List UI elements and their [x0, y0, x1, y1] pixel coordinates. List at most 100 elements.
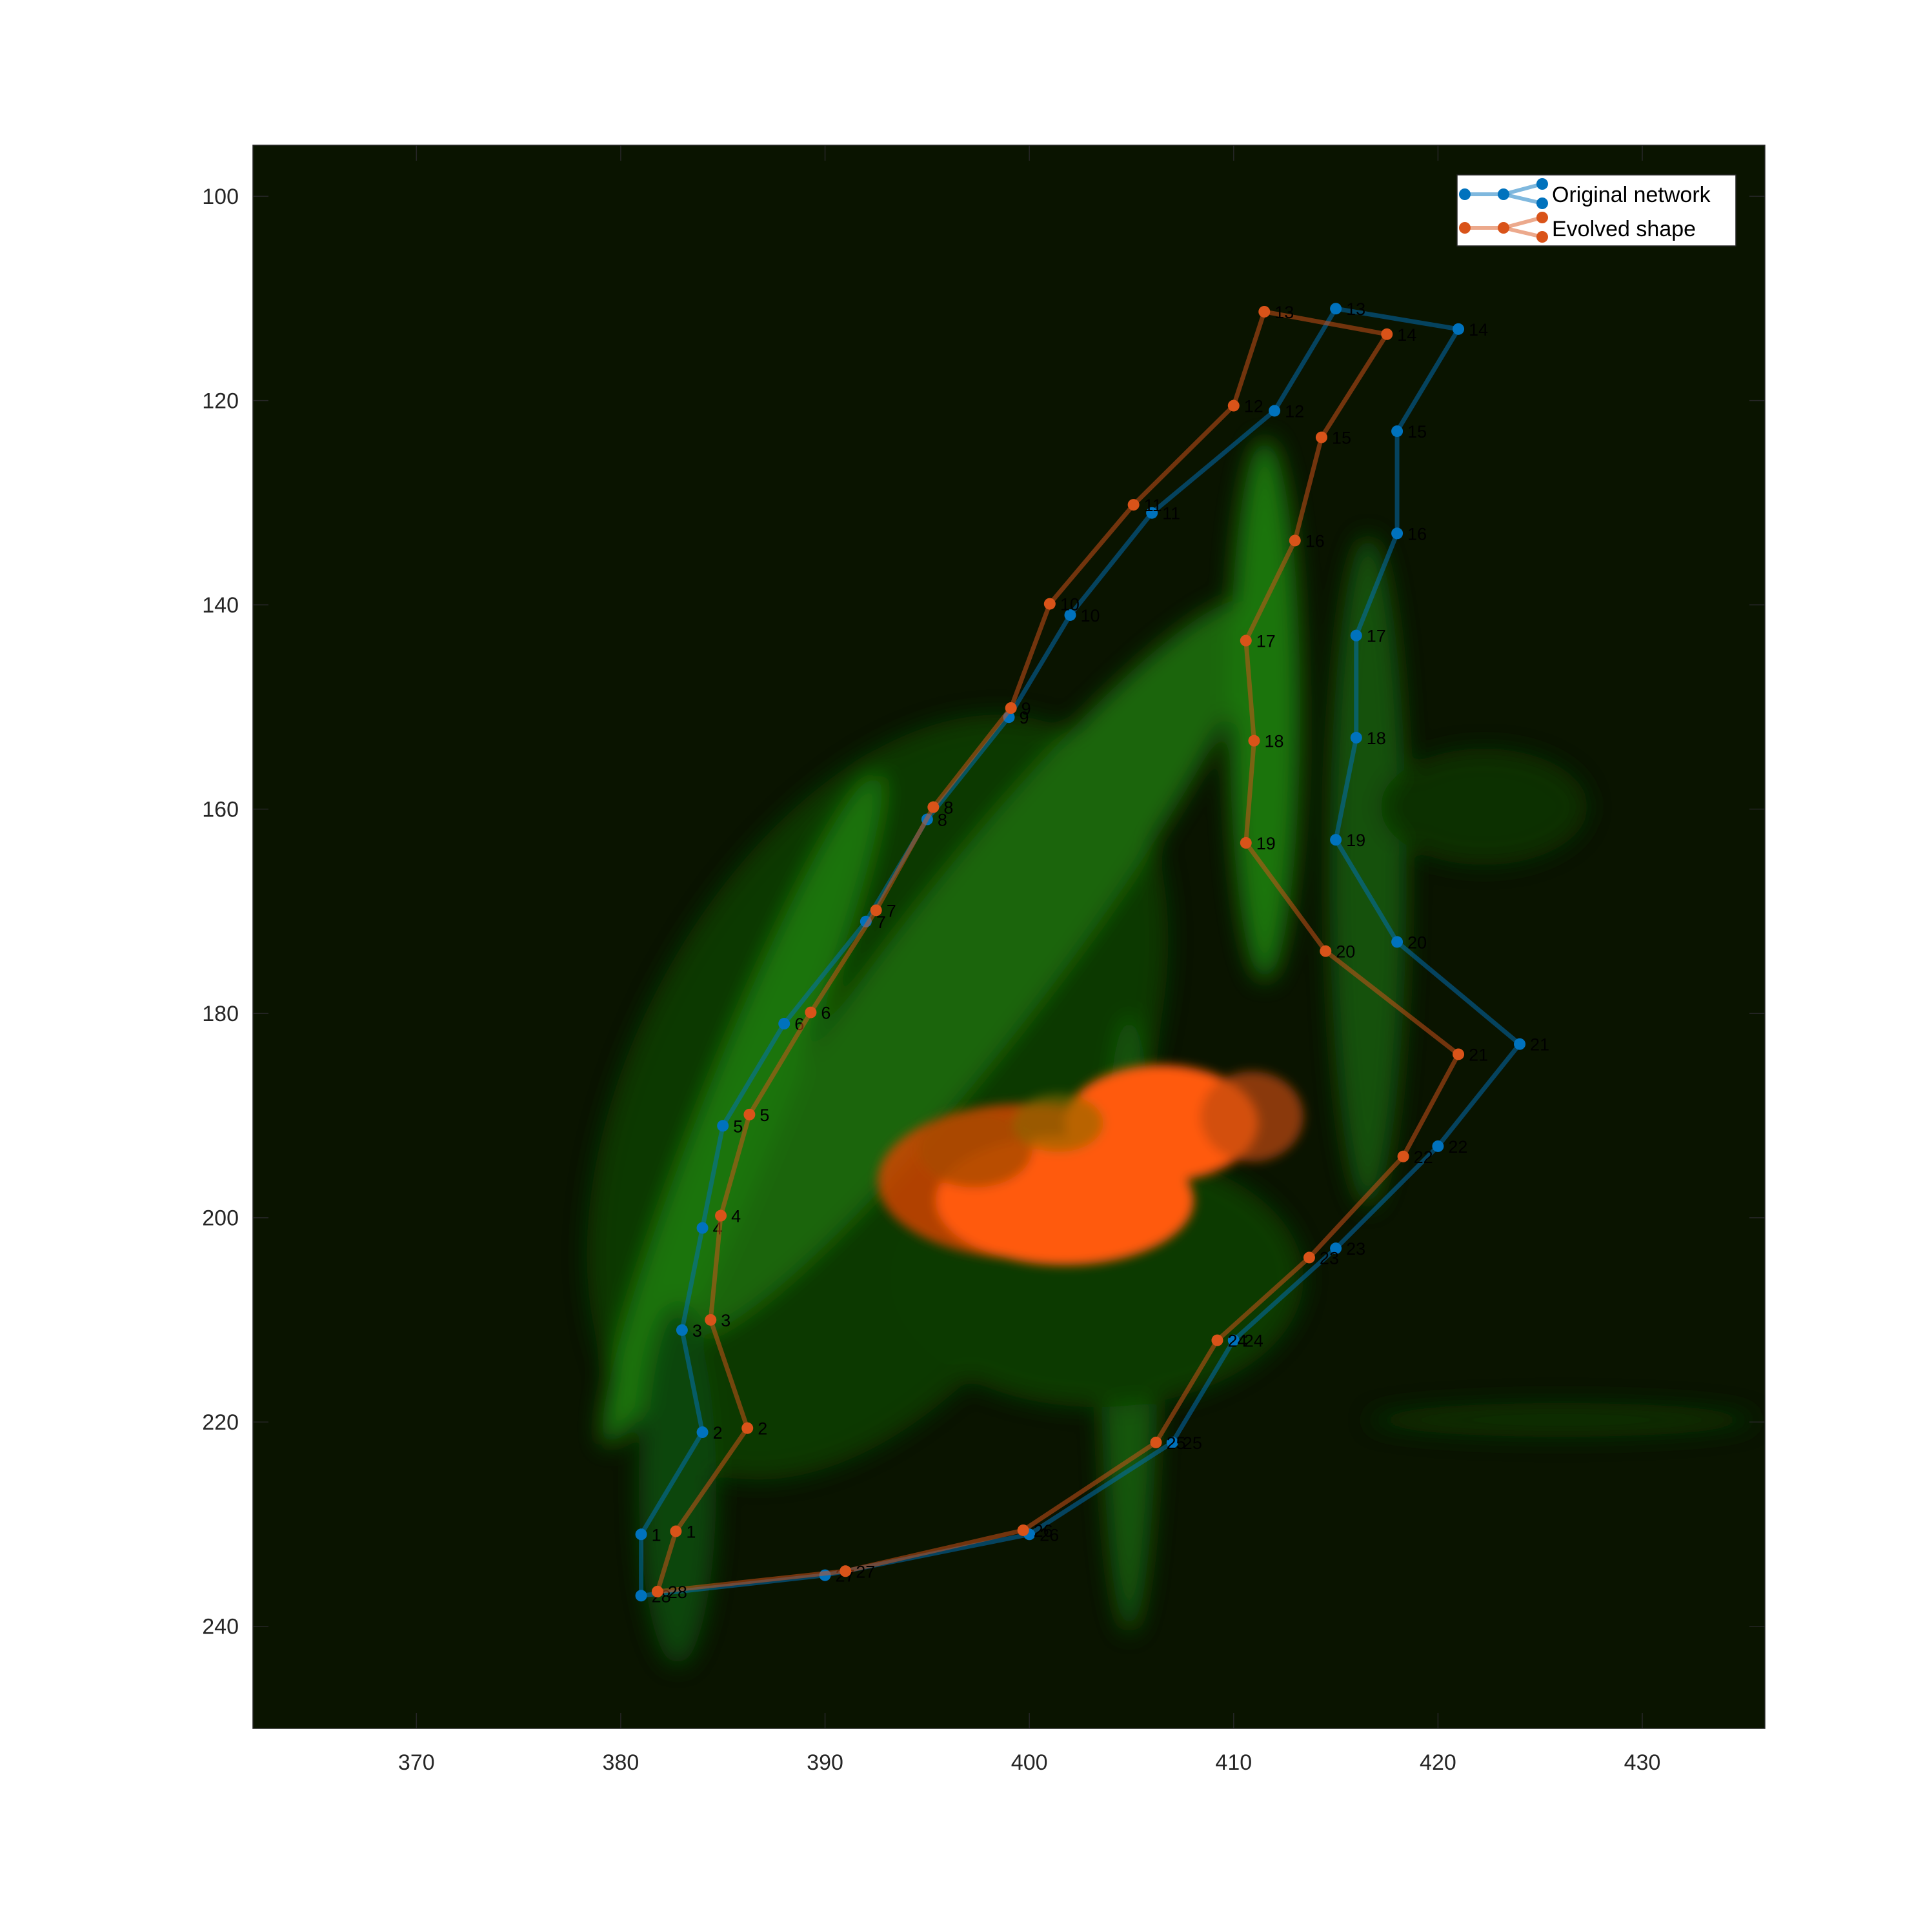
x-axis: 370 380 390 400 410 420 430 [398, 145, 1660, 1775]
point-label: 21 [1530, 1035, 1549, 1055]
legend-marker [1459, 222, 1471, 234]
data-point [1514, 1038, 1526, 1050]
point-label: 1 [652, 1525, 661, 1544]
data-point [705, 1313, 717, 1326]
data-point [1043, 598, 1056, 610]
legend-entry-evolved: Evolved shape [1459, 212, 1696, 243]
data-point [1269, 405, 1281, 417]
point-label: 12 [1285, 401, 1304, 421]
data-point [1350, 629, 1362, 642]
x-tick-label: 430 [1624, 1750, 1661, 1775]
point-label: 15 [1407, 422, 1427, 441]
data-point [1289, 534, 1301, 547]
data-point [1258, 305, 1271, 318]
data-point [1391, 425, 1404, 438]
data-point [927, 801, 940, 813]
data-point [1330, 834, 1342, 846]
data-point [1240, 634, 1252, 647]
legend-line [1503, 226, 1543, 239]
point-label: 9 [1021, 699, 1031, 718]
y-tick-label: 180 [202, 1002, 239, 1026]
point-label: 13 [1274, 303, 1294, 322]
series-1: 1234567891011121314151617181920212223242… [651, 303, 1488, 1602]
point-label: 19 [1256, 834, 1276, 853]
point-label: 5 [733, 1117, 743, 1136]
point-label: 23 [1346, 1239, 1365, 1259]
legend-marker [1536, 212, 1548, 223]
data-point [1453, 323, 1465, 335]
point-label: 20 [1407, 933, 1427, 952]
data-point [1240, 836, 1252, 849]
point-label: 18 [1264, 732, 1283, 751]
point-label: 24 [1227, 1332, 1247, 1351]
y-tick-label: 200 [202, 1206, 239, 1231]
point-label: 22 [1448, 1137, 1467, 1157]
point-label: 13 [1346, 299, 1365, 319]
x-tick-label: 420 [1420, 1750, 1456, 1775]
y-tick-label: 140 [202, 593, 239, 618]
point-label: 12 [1244, 397, 1263, 416]
legend-icon-evolved [1459, 212, 1548, 243]
data-point [840, 1565, 852, 1577]
data-point [635, 1528, 647, 1541]
series-layer: 1234567891011121314151617181920212223242… [635, 299, 1549, 1606]
legend-box [1456, 174, 1736, 247]
data-point [805, 1006, 817, 1018]
point-label: 26 [1034, 1521, 1053, 1541]
legend-marker [1536, 197, 1548, 209]
point-label: 28 [668, 1583, 687, 1602]
data-point [1330, 1242, 1342, 1255]
data-point [1146, 507, 1158, 519]
data-point [1315, 431, 1327, 443]
data-point [1227, 1334, 1240, 1346]
point-label: 24 [1244, 1332, 1263, 1351]
legend-marker [1459, 188, 1471, 200]
data-point [676, 1324, 688, 1336]
data-point [778, 1018, 790, 1030]
axes-box [252, 145, 1766, 1729]
data-point [717, 1120, 729, 1132]
x-tick-label: 390 [807, 1750, 843, 1775]
data-point [1391, 936, 1404, 948]
point-label: 26 [1040, 1525, 1059, 1544]
data-point [1432, 1140, 1444, 1152]
y-tick-label: 240 [202, 1615, 239, 1639]
data-point [715, 1210, 727, 1222]
point-label: 10 [1080, 606, 1100, 625]
plot-area: 1234567891011121314151617181920212223242… [253, 145, 1765, 1728]
nucleus [878, 1065, 1303, 1265]
data-point [1397, 1150, 1409, 1162]
point-label: 4 [731, 1207, 741, 1226]
point-label: 17 [1367, 627, 1386, 646]
legend-label-evolved: Evolved shape [1552, 217, 1696, 241]
legend-marker [1498, 188, 1509, 200]
x-tick-label: 400 [1011, 1750, 1048, 1775]
point-label: 11 [1162, 504, 1180, 523]
legend-marker [1536, 178, 1548, 190]
point-label: 16 [1407, 524, 1427, 543]
data-point [1303, 1251, 1315, 1264]
point-label: 14 [1397, 325, 1416, 345]
point-label: 16 [1305, 531, 1325, 551]
data-point [1127, 499, 1140, 511]
data-point [635, 1590, 647, 1602]
data-point [1166, 1436, 1178, 1448]
data-point [696, 1222, 709, 1234]
x-tick-label: 410 [1215, 1750, 1252, 1775]
point-label: 3 [721, 1311, 730, 1330]
point-label: 10 [1060, 595, 1080, 614]
legend-marker [1498, 222, 1509, 234]
data-point [1350, 731, 1362, 744]
data-point [1005, 702, 1017, 714]
point-label: 22 [1414, 1148, 1433, 1167]
legend-label-original: Original network [1552, 183, 1711, 207]
data-point [670, 1525, 682, 1537]
data-point [870, 904, 882, 916]
point-label: 25 [1166, 1433, 1185, 1453]
data-point [1211, 1334, 1223, 1346]
point-label: 11 [1144, 496, 1162, 515]
legend: Original network Evolved shape [1456, 174, 1736, 247]
y-tick-label: 220 [202, 1410, 239, 1435]
